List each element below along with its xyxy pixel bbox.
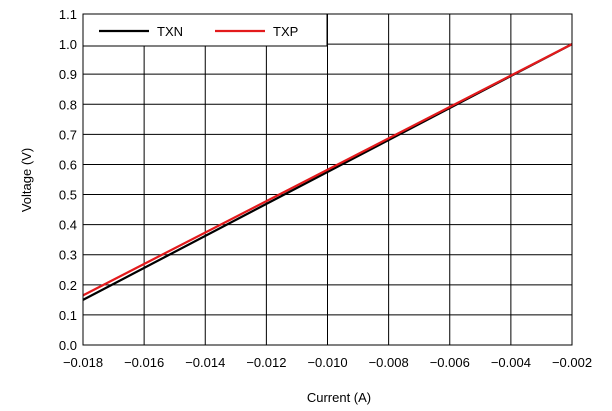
y-axis-tick-labels: 0.0 0.1 0.2 0.3 0.4 0.5 0.6 0.7 0.8 0.9 1.0 1.1 bbox=[59, 7, 77, 353]
x-axis-title: Current (A) bbox=[307, 390, 371, 405]
y-tick-label: 0.1 bbox=[59, 308, 77, 323]
y-tick-label: 0.8 bbox=[59, 97, 77, 112]
series-lines bbox=[82, 43, 573, 301]
x-axis-tick-labels: −0.018 −0.016 −0.014 −0.012 −0.010 −0.008 −0.0… bbox=[63, 355, 592, 370]
y-tick-label: 0.7 bbox=[59, 127, 77, 142]
x-tick-label: −0.004 bbox=[491, 355, 531, 370]
y-tick-label: 0.2 bbox=[59, 278, 77, 293]
series-line-txp bbox=[82, 43, 573, 297]
legend-label-txn: TXN bbox=[157, 24, 183, 39]
x-tick-label: −0.002 bbox=[552, 355, 592, 370]
x-tick-label: −0.018 bbox=[63, 355, 103, 370]
y-tick-label: 0.6 bbox=[59, 157, 77, 172]
x-tick-label: −0.014 bbox=[185, 355, 225, 370]
y-tick-label: 0.3 bbox=[59, 248, 77, 263]
x-tick-label: −0.010 bbox=[307, 355, 347, 370]
x-tick-label: −0.012 bbox=[246, 355, 286, 370]
y-tick-label: 0.4 bbox=[59, 218, 77, 233]
x-tick-label: −0.006 bbox=[430, 355, 470, 370]
legend-label-txp: TXP bbox=[273, 24, 298, 39]
y-tick-label: 1.1 bbox=[59, 7, 77, 22]
y-tick-label: 0.5 bbox=[59, 188, 77, 203]
y-tick-label: 0.0 bbox=[59, 338, 77, 353]
x-tick-label: −0.008 bbox=[369, 355, 409, 370]
grid-lines bbox=[82, 13, 573, 346]
y-tick-label: 0.9 bbox=[59, 67, 77, 82]
y-axis-title: Voltage (V) bbox=[19, 148, 34, 212]
y-tick-label: 1.0 bbox=[59, 37, 77, 52]
x-tick-label: −0.016 bbox=[124, 355, 164, 370]
legend: TXN TXP bbox=[82, 13, 328, 47]
